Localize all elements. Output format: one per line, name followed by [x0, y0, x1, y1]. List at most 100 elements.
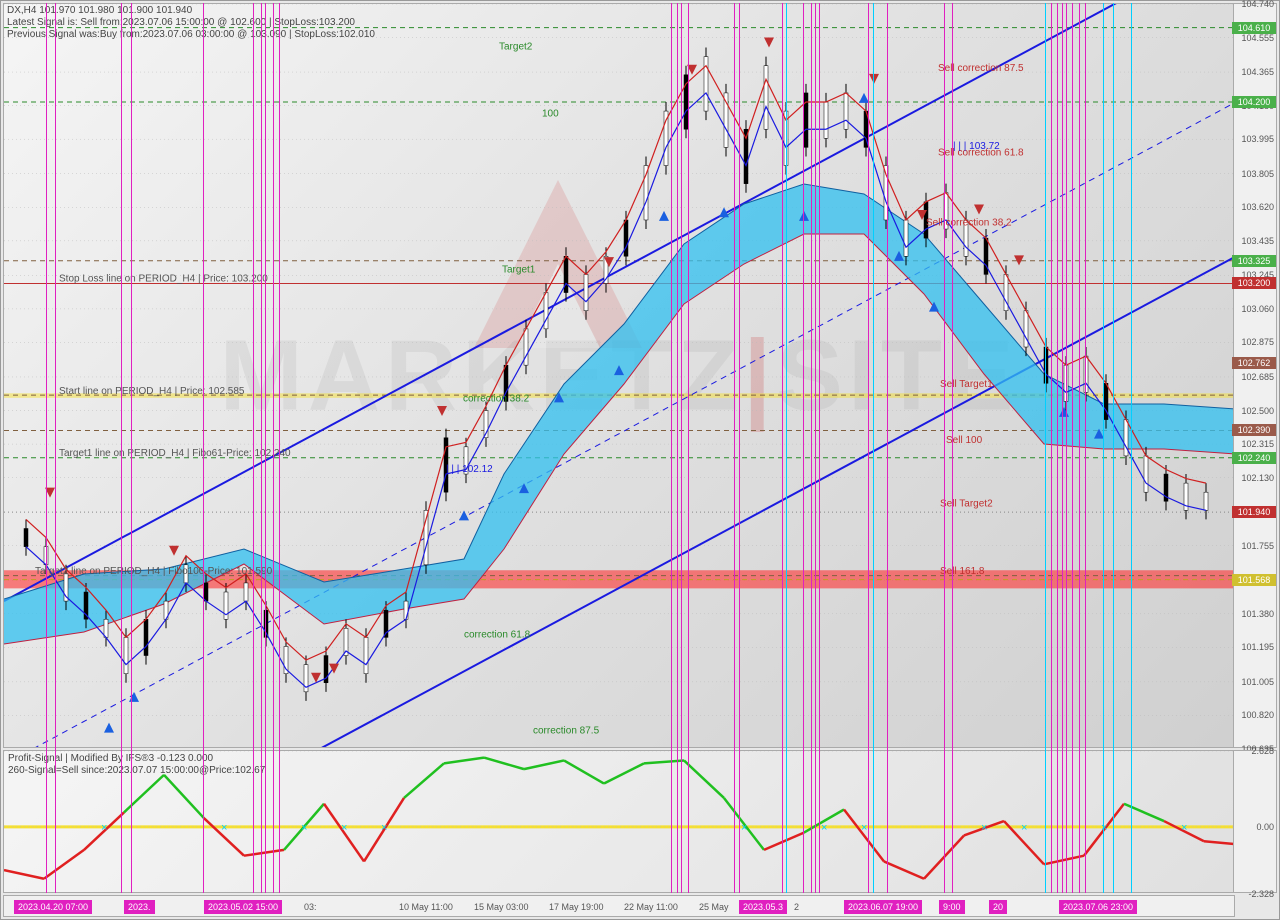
svg-text:×: × [301, 822, 307, 834]
svg-text:Sell 161.8: Sell 161.8 [940, 566, 985, 577]
svg-text:×: × [981, 822, 987, 834]
price-axis: 104.740104.555104.365104.180103.995103.8… [1233, 3, 1277, 748]
chart-container: MARKETZ|SITE Target2100Target1correction… [0, 0, 1280, 920]
svg-text:| | | 103.72: | | | 103.72 [953, 141, 1000, 152]
svg-text:×: × [741, 822, 747, 834]
svg-text:Target2: Target2 [499, 41, 533, 52]
vline-magenta [868, 3, 869, 893]
vline-magenta [273, 3, 274, 893]
vline-magenta [55, 3, 56, 893]
price-tick: 101.195 [1241, 642, 1274, 652]
svg-text:correction 38.2: correction 38.2 [463, 393, 530, 404]
vline-magenta [131, 3, 132, 893]
svg-text:Start line on PERIOD_H4 | Pric: Start line on PERIOD_H4 | Price: 102.585 [59, 386, 245, 397]
price-tick: 101.005 [1241, 677, 1274, 687]
price-box: 103.200 [1232, 277, 1276, 289]
vline-cyan [1131, 3, 1132, 893]
time-tick: 22 May 11:00 [624, 902, 678, 912]
price-box: 102.390 [1232, 424, 1276, 436]
time-box: 2023.06.07 19:00 [844, 900, 922, 914]
svg-text:×: × [861, 822, 867, 834]
price-tick: 103.995 [1241, 134, 1274, 144]
vline-magenta [1072, 3, 1073, 893]
sub-axis: 2.6280.00-2.328 [1233, 750, 1277, 893]
price-tick: 102.875 [1241, 337, 1274, 347]
price-tick: 102.315 [1241, 439, 1274, 449]
vline-magenta [819, 3, 820, 893]
time-box: 2023.04.20 07:00 [14, 900, 92, 914]
svg-text:×: × [1021, 822, 1027, 834]
vline-magenta [265, 3, 266, 893]
vline-cyan [1045, 3, 1046, 893]
sub-tick: -2.328 [1248, 889, 1274, 899]
price-tick: 102.130 [1241, 473, 1274, 483]
symbol-header: DX,H4 101.970 101.980 101.900 101.940 [7, 5, 192, 16]
price-box: 104.200 [1232, 96, 1276, 108]
price-tick: 101.755 [1241, 541, 1274, 551]
svg-text:Stop Loss line on PERIOD_H4 |: Stop Loss line on PERIOD_H4 | Price: 103… [59, 274, 268, 285]
svg-text:×: × [1101, 822, 1107, 834]
vline-magenta [815, 3, 816, 893]
time-box: 2023.05.02 15:00 [204, 900, 282, 914]
price-tick: 104.365 [1241, 67, 1274, 77]
time-box: 2023. [124, 900, 155, 914]
time-tick: 10 May 11:00 [399, 902, 453, 912]
vline-magenta [952, 3, 953, 893]
svg-text:Target1 line on PERIOD_H4 | Fi: Target1 line on PERIOD_H4 | Fibo61-Price… [59, 448, 291, 459]
vline-magenta [681, 3, 682, 893]
vline-magenta [739, 3, 740, 893]
vline-cyan [1103, 3, 1104, 893]
vline-magenta [1079, 3, 1080, 893]
time-tick: 03: [304, 902, 317, 912]
price-box: 103.325 [1232, 255, 1276, 267]
vline-cyan [1113, 3, 1114, 893]
time-box: 2023.05.3 [739, 900, 787, 914]
price-tick: 102.500 [1241, 406, 1274, 416]
price-tick: 104.555 [1241, 33, 1274, 43]
svg-text:Sell correction 38.2: Sell correction 38.2 [926, 217, 1012, 228]
time-box: 9:00 [939, 900, 965, 914]
svg-text:Sell Target2: Sell Target2 [940, 499, 993, 510]
time-tick: 17 May 19:00 [549, 902, 604, 912]
vline-magenta [46, 3, 47, 893]
price-tick: 103.620 [1241, 202, 1274, 212]
vline-magenta [734, 3, 735, 893]
vline-magenta [1085, 3, 1086, 893]
price-tick: 103.060 [1241, 304, 1274, 314]
vline-magenta [1051, 3, 1052, 893]
vline-magenta [279, 3, 280, 893]
vline-magenta [803, 3, 804, 893]
svg-text:100: 100 [542, 109, 559, 120]
price-tick: 103.805 [1241, 169, 1274, 179]
svg-text:×: × [821, 822, 827, 834]
previous-signal-text: Previous Signal was:Buy from:2023.07.06 … [7, 29, 375, 40]
vline-magenta [782, 3, 783, 893]
vline-cyan [786, 3, 787, 893]
price-tick: 101.380 [1241, 609, 1274, 619]
svg-text:×: × [1181, 822, 1187, 834]
vline-magenta [121, 3, 122, 893]
time-box: 20 [989, 900, 1007, 914]
svg-text:Target1: Target1 [502, 265, 536, 276]
time-axis: 03:10 May 11:0015 May 03:0017 May 19:002… [3, 895, 1235, 917]
price-tick: 103.435 [1241, 236, 1274, 246]
time-tick: 25 May [699, 902, 729, 912]
vline-magenta [261, 3, 262, 893]
svg-text:correction 61.8: correction 61.8 [464, 629, 531, 640]
price-tick: 102.685 [1241, 372, 1274, 382]
vline-magenta [1066, 3, 1067, 893]
svg-text:×: × [101, 822, 107, 834]
vline-magenta [203, 3, 204, 893]
price-tick: 104.740 [1241, 0, 1274, 9]
svg-text:correction 87.5: correction 87.5 [533, 726, 600, 737]
vline-magenta [811, 3, 812, 893]
svg-text:×: × [381, 822, 387, 834]
time-tick: 2 [794, 902, 799, 912]
vline-cyan [873, 3, 874, 893]
price-box: 102.240 [1232, 452, 1276, 464]
vline-magenta [671, 3, 672, 893]
svg-text:| | | 102.12: | | | 102.12 [446, 464, 493, 475]
vline-magenta [944, 3, 945, 893]
vline-magenta [887, 3, 888, 893]
vline-magenta [1062, 3, 1063, 893]
